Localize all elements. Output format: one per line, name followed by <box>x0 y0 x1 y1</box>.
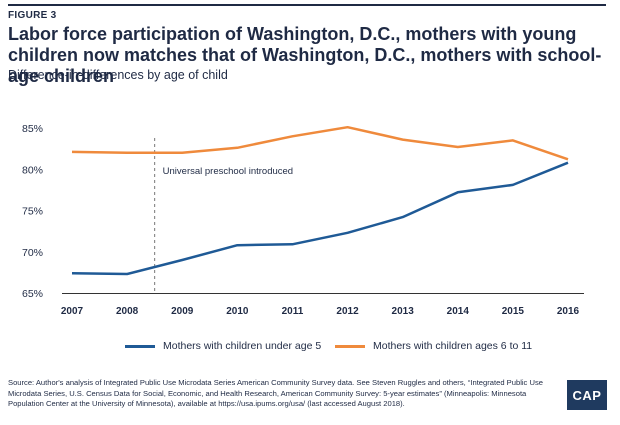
y-tick-label: 70% <box>22 247 43 259</box>
legend-swatch-series2 <box>335 344 365 348</box>
y-tick-label: 75% <box>22 206 43 218</box>
x-tick-label: 2015 <box>502 306 525 317</box>
x-tick-label: 2014 <box>447 306 470 317</box>
x-tick-label: 2007 <box>61 306 84 317</box>
cap-logo: CAP <box>567 380 607 410</box>
x-tick-label: 2010 <box>226 306 249 317</box>
y-tick-label: 85% <box>22 123 43 135</box>
y-tick-label: 80% <box>22 164 43 176</box>
legend: Mothers with children under age 5 Mother… <box>105 340 565 356</box>
x-tick-label: 2012 <box>336 306 359 317</box>
chart-title: Labor force participation of Washington,… <box>8 24 602 86</box>
legend-item-series1: Mothers with children under age 5 <box>125 340 321 352</box>
x-tick-label: 2013 <box>392 306 415 317</box>
series-line-under-5 <box>71 161 569 276</box>
top-rule <box>8 4 606 6</box>
x-tick-label: 2016 <box>557 306 580 317</box>
legend-label-series2: Mothers with children ages 6 to 11 <box>373 340 533 352</box>
line-chart: 65% 70% 75% 80% 85% 2007 2008 2009 2010 2011 2012 2… <box>22 123 584 317</box>
chart-subtitle: Difference-in-differences by age of chil… <box>8 68 228 82</box>
x-tick-label: 2009 <box>171 306 194 317</box>
legend-item-series2: Mothers with children ages 6 to 11 <box>335 340 532 352</box>
x-tick-label: 2011 <box>282 306 304 317</box>
source-note: Source: Author's analysis of Integrated … <box>8 378 543 408</box>
series-line-6-to-11 <box>71 125 569 161</box>
figure-label: FIGURE 3 <box>8 10 57 21</box>
x-tick-label: 2008 <box>116 306 139 317</box>
y-tick-label: 65% <box>22 288 43 300</box>
legend-label-series1: Mothers with children under age 5 <box>163 340 322 352</box>
legend-swatch-series1 <box>125 344 155 348</box>
annotation-label: Universal preschool introduced <box>163 166 293 177</box>
